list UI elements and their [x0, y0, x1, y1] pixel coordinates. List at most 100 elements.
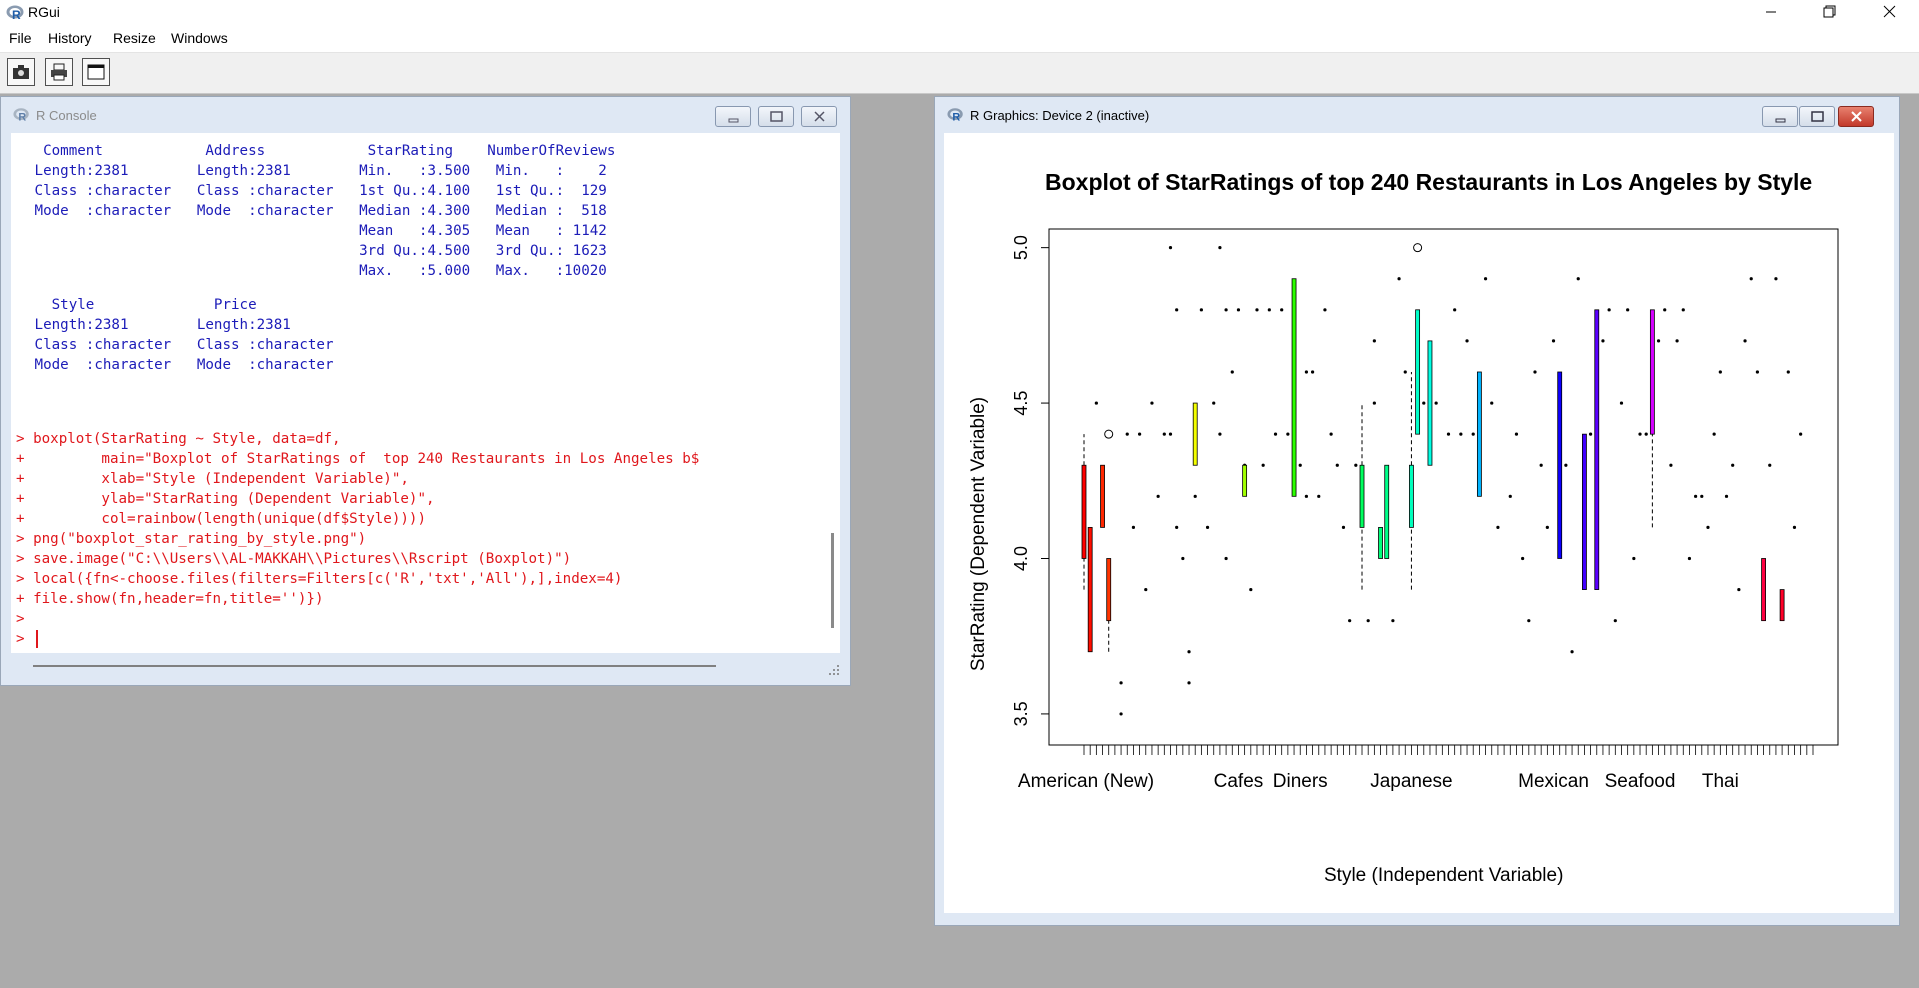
console-line: Length:2381 Length:2381	[26, 317, 351, 333]
data-point	[1459, 432, 1463, 436]
data-point	[1249, 587, 1253, 592]
r-graphics-window[interactable]: R R Graphics: Device 2 (inactive) Boxplo…	[934, 96, 1900, 926]
console-command: > png("boxplot_star_rating_by_style.png"…	[16, 531, 367, 547]
data-point	[1175, 525, 1179, 530]
data-point	[1731, 463, 1735, 467]
console-line: Mode :character Mode :character Median :…	[26, 203, 624, 219]
minimize-icon	[1775, 118, 1786, 123]
graphics-title: R Graphics: Device 2 (inactive)	[970, 108, 1150, 123]
graphics-maximize-button[interactable]	[1799, 106, 1835, 127]
data-point	[1162, 432, 1166, 436]
box	[1779, 589, 1785, 622]
r-logo-icon: R	[6, 5, 24, 21]
x-tick-label: Cafes	[1214, 771, 1264, 792]
data-point	[1521, 556, 1525, 561]
data-point	[1545, 525, 1549, 530]
data-point	[1168, 246, 1173, 250]
data-point	[1601, 339, 1605, 343]
data-point	[1298, 463, 1302, 467]
console-command: + ylab="StarRating (Dependent Variable)"…	[16, 491, 435, 507]
restore-button[interactable]	[1806, 0, 1852, 26]
maximize-icon	[770, 111, 783, 122]
data-point	[1638, 432, 1642, 436]
console-line: Class :character Class :character	[26, 337, 351, 353]
console-line: Mean :4.305 Mean : 1142	[26, 223, 624, 239]
graphics-canvas: Boxplot of StarRatings of top 240 Restau…	[944, 133, 1894, 913]
data-point	[1619, 401, 1624, 405]
console-command: > save.image("C:\\Users\\AL-MAKKAH\\Pict…	[16, 551, 572, 567]
app-titlebar: R RGui	[0, 0, 1919, 26]
box	[1087, 527, 1093, 653]
box	[1100, 464, 1105, 528]
data-point	[1218, 246, 1222, 250]
menu-windows[interactable]: Windows	[171, 30, 228, 46]
x-tick-label: Seafood	[1605, 771, 1676, 792]
x-tick-label: Japanese	[1370, 771, 1452, 792]
data-point	[1224, 556, 1228, 561]
data-point	[1199, 308, 1203, 312]
print-icon	[51, 63, 67, 81]
close-button[interactable]	[1866, 0, 1912, 26]
data-point	[1323, 308, 1327, 312]
console-prompt[interactable]: >	[16, 631, 34, 647]
menu-file[interactable]: File	[9, 30, 32, 46]
data-point	[1329, 432, 1333, 436]
data-point	[1175, 308, 1179, 312]
data-point	[1508, 494, 1512, 498]
console-maximize-button[interactable]	[758, 106, 794, 127]
data-point	[1354, 463, 1358, 467]
box	[1761, 558, 1766, 622]
data-point	[1255, 308, 1259, 312]
r-console-window[interactable]: R R Console Comment Address StarRating N…	[0, 96, 851, 686]
data-point	[1644, 432, 1648, 436]
data-point	[1261, 463, 1265, 467]
data-point	[1453, 308, 1457, 312]
data-point	[1446, 432, 1451, 436]
console-output[interactable]: Comment Address StarRating NumberOfRevie…	[11, 133, 840, 653]
data-point	[1434, 401, 1438, 405]
graphics-titlebar[interactable]: R R Graphics: Device 2 (inactive)	[935, 97, 1899, 133]
console-minimize-button[interactable]	[715, 106, 751, 127]
print-button[interactable]	[45, 58, 73, 86]
y-tick-label: 4.5	[1011, 391, 1031, 416]
data-point	[1422, 401, 1426, 405]
console-titlebar[interactable]: R R Console	[1, 97, 850, 133]
data-point	[1799, 432, 1803, 436]
console-line: Class :character Class :character 1st Qu…	[26, 183, 624, 199]
data-point	[1755, 370, 1759, 374]
console-line: 3rd Qu.:4.500 3rd Qu.: 1623	[26, 243, 624, 259]
minimize-button[interactable]	[1748, 0, 1794, 26]
copy-screenshot-button[interactable]	[7, 58, 35, 86]
y-axis-label: StarRating (Dependent Variable)	[968, 396, 989, 672]
data-point	[1768, 463, 1772, 467]
outlier-point	[1413, 243, 1423, 253]
svg-text:R: R	[18, 111, 26, 123]
graphics-minimize-button[interactable]	[1762, 106, 1798, 127]
console-window-button[interactable]	[82, 58, 110, 86]
horizontal-scrollbar[interactable]	[33, 665, 716, 667]
menu-bar: File History Resize Windows	[0, 26, 1919, 53]
data-point	[1187, 650, 1191, 654]
data-point	[1626, 308, 1630, 312]
data-point	[1471, 432, 1475, 436]
console-line: Style Price	[26, 297, 343, 313]
data-point	[1712, 432, 1716, 436]
console-command: + xlab="Style (Independent Variable)",	[16, 471, 409, 487]
resize-grip-icon[interactable]	[827, 663, 841, 677]
data-point	[1496, 525, 1500, 530]
console-line: Mode :character Mode :character	[26, 357, 351, 373]
data-point	[1737, 587, 1741, 592]
vertical-scrollbar[interactable]	[831, 533, 834, 628]
data-point	[1156, 494, 1160, 498]
menu-resize[interactable]: Resize	[113, 30, 156, 46]
graphics-close-button[interactable]	[1838, 106, 1874, 127]
box	[1384, 464, 1390, 559]
box	[1649, 309, 1655, 435]
data-point	[1236, 308, 1241, 312]
data-point	[1539, 463, 1543, 467]
console-close-button[interactable]	[801, 106, 837, 127]
console-command: + col=rainbow(length(unique(df$Style))))	[16, 511, 426, 527]
console-command: + main="Boxplot of StarRatings of top 24…	[16, 451, 700, 467]
menu-history[interactable]: History	[48, 30, 92, 46]
data-point	[1576, 277, 1580, 281]
